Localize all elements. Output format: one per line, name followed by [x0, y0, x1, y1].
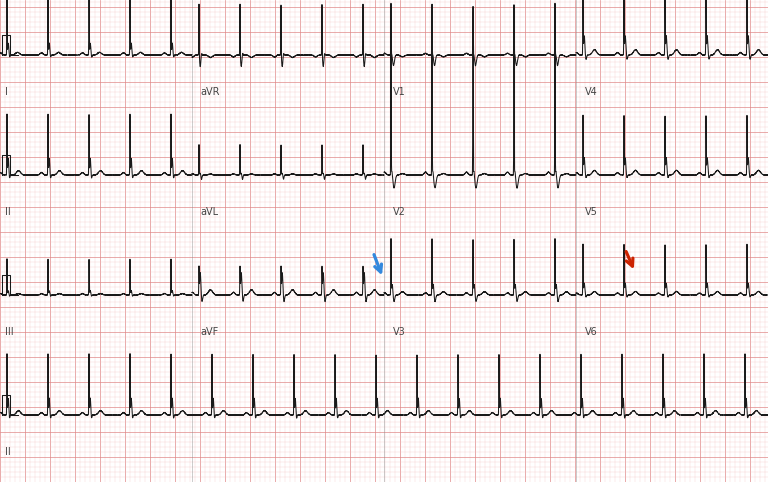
Text: V3: V3	[393, 327, 406, 337]
Text: III: III	[5, 327, 14, 337]
Text: II: II	[5, 207, 11, 217]
Text: V6: V6	[585, 327, 598, 337]
Text: V5: V5	[585, 207, 598, 217]
Text: aVL: aVL	[200, 207, 218, 217]
Text: aVF: aVF	[200, 327, 218, 337]
Text: II: II	[5, 447, 11, 457]
Text: V4: V4	[585, 87, 598, 97]
Text: I: I	[5, 87, 8, 97]
Text: V1: V1	[393, 87, 406, 97]
Text: aVR: aVR	[200, 87, 220, 97]
Text: V2: V2	[393, 207, 406, 217]
